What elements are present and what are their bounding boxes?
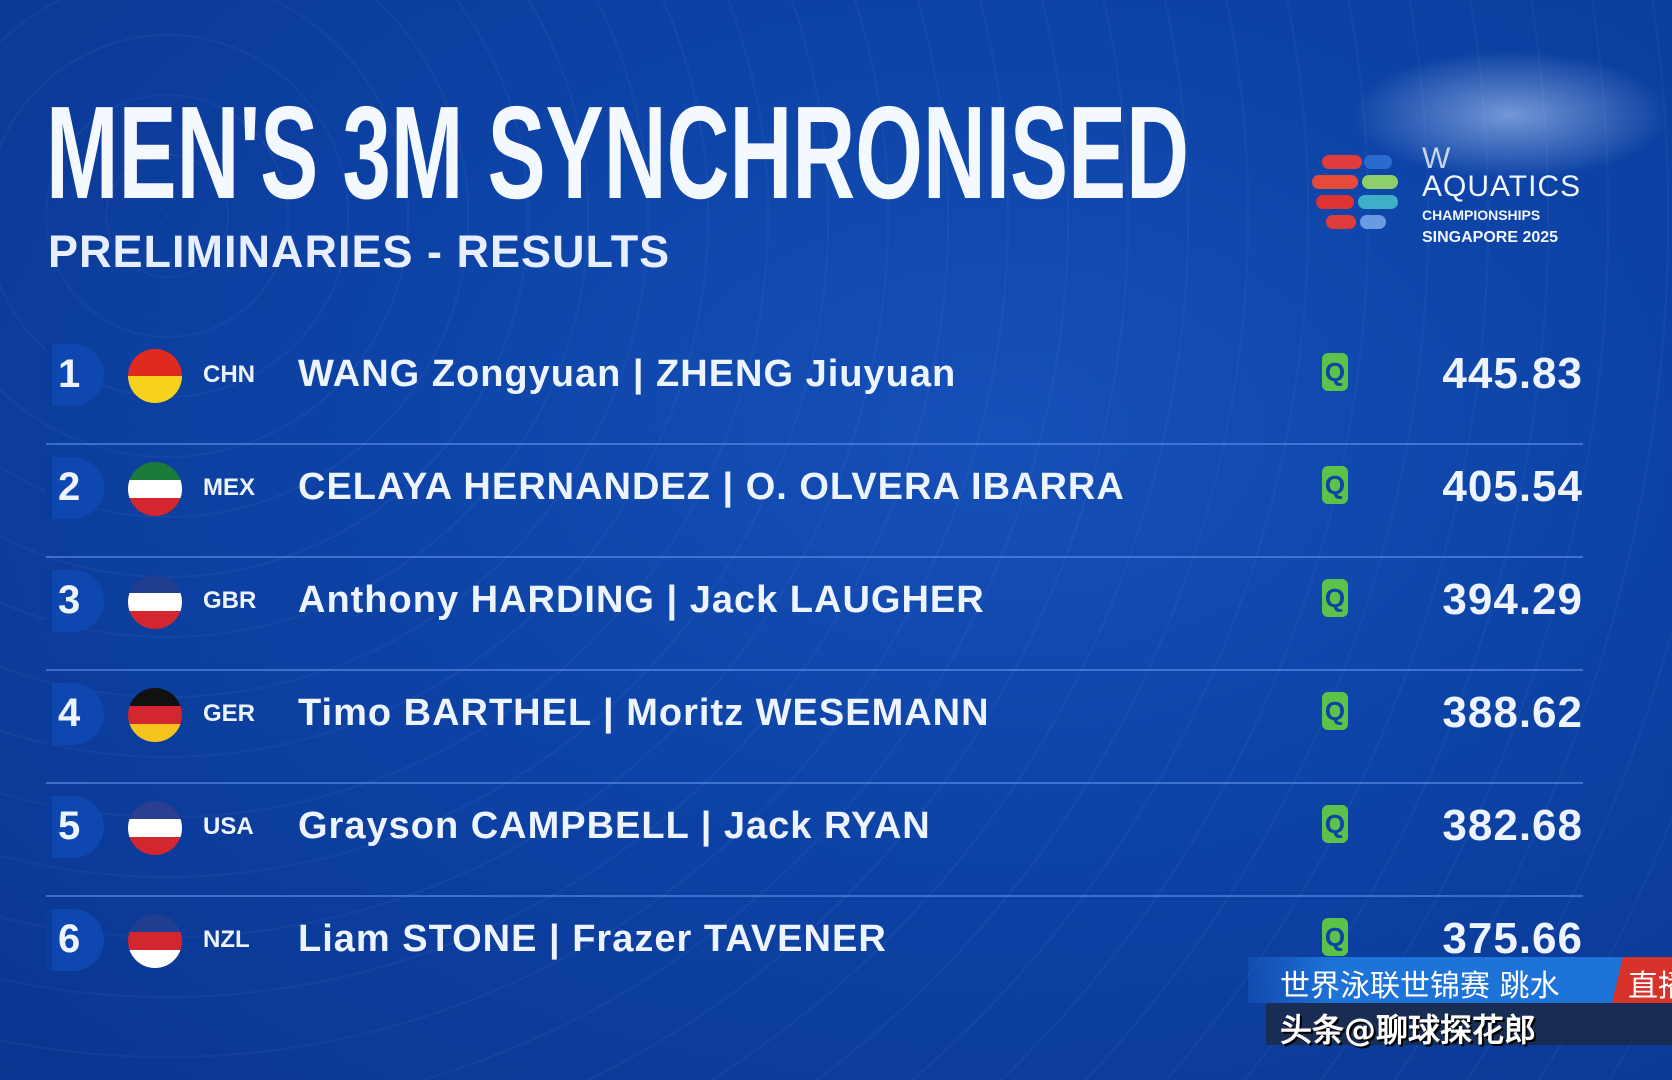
rank-number: 5: [58, 804, 81, 848]
athlete-names: Grayson CAMPBELL | Jack RYAN: [298, 805, 931, 847]
athlete-names: WANG Zongyuan | ZHENG Jiuyuan: [298, 353, 957, 395]
athlete-names: CELAYA HERNANDEZ | O. OLVERA IBARRA: [298, 466, 1125, 508]
qualified-badge: Q: [1322, 466, 1348, 504]
flag-icon: [128, 575, 182, 629]
logo-line-3: CHAMPIONSHIPS: [1422, 207, 1541, 223]
qualified-badge: Q: [1322, 805, 1348, 843]
qualified-badge: Q: [1322, 579, 1348, 617]
rank-badge: 6: [46, 909, 104, 971]
qualified-badge: Q: [1322, 692, 1348, 730]
country-code: GBR: [203, 587, 257, 614]
watermark-bar: 头条@聊球探花郎: [1266, 1003, 1672, 1049]
flag-icon: [128, 914, 182, 968]
rank-number: 2: [58, 465, 81, 509]
result-row: 6 NZL Liam STONE | Frazer TAVENER Q 375.…: [46, 906, 1583, 976]
rank-badge: 5: [46, 796, 104, 858]
flag-icon: [128, 801, 182, 855]
country-code: USA: [203, 813, 254, 840]
rank-number: 6: [58, 917, 81, 961]
result-row: 4 GER Timo BARTHEL | Moritz WESEMANN Q 3…: [46, 680, 1583, 784]
logo-line-2: AQUATICS: [1422, 170, 1582, 203]
score: 382.68: [1442, 801, 1583, 850]
country-code: MEX: [203, 474, 256, 501]
rank-number: 3: [58, 578, 81, 622]
score: 375.66: [1442, 914, 1583, 963]
live-label: 直播: [1628, 969, 1672, 1004]
watermark: 头条@聊球探花郎: [1280, 1011, 1537, 1049]
athlete-names: Liam STONE | Frazer TAVENER: [298, 918, 887, 960]
logo-mark-icon: [1312, 151, 1402, 237]
rank-badge: 4: [46, 683, 104, 745]
country-code: CHN: [203, 361, 255, 388]
divider: [46, 556, 1583, 558]
logo-line-4: SINGAPORE 2025: [1422, 229, 1559, 246]
rank-number: 4: [58, 691, 81, 735]
result-row: 2 MEX CELAYA HERNANDEZ | O. OLVERA IBARR…: [46, 454, 1583, 558]
divider: [46, 669, 1583, 671]
divider: [46, 782, 1583, 784]
ticker-text: 世界泳联世锦赛 跳水: [1280, 969, 1560, 1004]
qualified-badge: Q: [1322, 353, 1348, 391]
page-title: MEN'S 3M SYNCHRONISED: [46, 98, 1189, 208]
country-code: GER: [203, 700, 256, 727]
athlete-names: Anthony HARDING | Jack LAUGHER: [298, 579, 985, 621]
rank-badge: 1: [46, 344, 104, 406]
athlete-names: Timo BARTHEL | Moritz WESEMANN: [298, 692, 990, 734]
result-row: 1 CHN WANG Zongyuan | ZHENG Jiuyuan Q 44…: [46, 341, 1583, 445]
live-badge: 直播: [1612, 957, 1672, 1003]
score: 394.29: [1442, 575, 1583, 624]
qualified-badge: Q: [1322, 918, 1348, 956]
result-row: 5 USA Grayson CAMPBELL | Jack RYAN Q 382…: [46, 793, 1583, 897]
blurred-region: [1350, 50, 1672, 180]
score: 445.83: [1442, 349, 1583, 398]
broadcast-ticker: 世界泳联世锦赛 跳水 直播: [1248, 957, 1672, 1004]
flag-icon: [128, 349, 182, 403]
page-subtitle: PRELIMINARIES - RESULTS: [48, 226, 671, 277]
result-row: 3 GBR Anthony HARDING | Jack LAUGHER Q 3…: [46, 567, 1583, 671]
page-title-wrapper: MEN'S 3M SYNCHRONISED: [46, 98, 1189, 208]
rank-badge: 2: [46, 457, 104, 519]
flag-icon: [128, 688, 182, 742]
rank-number: 1: [58, 352, 81, 396]
score: 388.62: [1442, 688, 1583, 737]
divider: [46, 895, 1583, 897]
championships-logo: W AQUATICS CHAMPIONSHIPS SINGAPORE 2025: [1312, 142, 1582, 246]
divider: [46, 443, 1583, 445]
flag-icon: [128, 462, 182, 516]
country-code: NZL: [203, 926, 250, 953]
score: 405.54: [1442, 462, 1583, 511]
rank-badge: 3: [46, 570, 104, 632]
logo-line-1: W: [1422, 142, 1453, 175]
